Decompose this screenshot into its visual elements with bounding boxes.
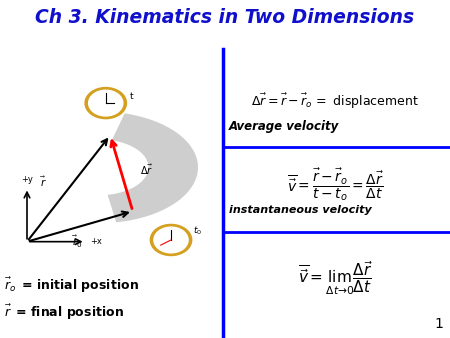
Text: $\vec{r}$: $\vec{r}$ bbox=[40, 174, 47, 189]
Text: Ch 3. Kinematics in Two Dimensions: Ch 3. Kinematics in Two Dimensions bbox=[36, 8, 414, 27]
Text: t: t bbox=[130, 92, 133, 101]
Text: $\vec{r}\,$ = final position: $\vec{r}\,$ = final position bbox=[4, 303, 125, 322]
Polygon shape bbox=[108, 113, 198, 222]
Text: $\vec{r}_0$: $\vec{r}_0$ bbox=[72, 234, 83, 250]
Text: $\Delta\vec{r}$: $\Delta\vec{r}$ bbox=[140, 163, 153, 177]
Text: $\overline{\vec{v}} = \dfrac{\vec{r} - \vec{r}_o}{t - t_o} = \dfrac{\Delta\vec{r: $\overline{\vec{v}} = \dfrac{\vec{r} - \… bbox=[287, 166, 384, 202]
Text: 1: 1 bbox=[434, 317, 443, 331]
Circle shape bbox=[89, 90, 123, 116]
Text: +y: +y bbox=[21, 175, 33, 184]
Text: $\overline{\vec{v}} = \lim_{\Delta t \to 0} \dfrac{\Delta\vec{r}}{\Delta t}$: $\overline{\vec{v}} = \lim_{\Delta t \to… bbox=[298, 260, 373, 297]
Text: $t_0$: $t_0$ bbox=[193, 225, 202, 237]
Circle shape bbox=[154, 227, 188, 253]
Circle shape bbox=[85, 88, 126, 119]
Text: instantaneous velocity: instantaneous velocity bbox=[229, 205, 371, 215]
Text: Average velocity: Average velocity bbox=[229, 120, 339, 133]
Text: $\vec{r}_o\,$ = initial position: $\vec{r}_o\,$ = initial position bbox=[4, 276, 140, 295]
Text: $\Delta\vec{r} = \vec{r} - \vec{r}_o\, =$ displacement: $\Delta\vec{r} = \vec{r} - \vec{r}_o\, =… bbox=[252, 92, 419, 111]
Circle shape bbox=[150, 224, 192, 256]
Text: +x: +x bbox=[90, 237, 102, 246]
